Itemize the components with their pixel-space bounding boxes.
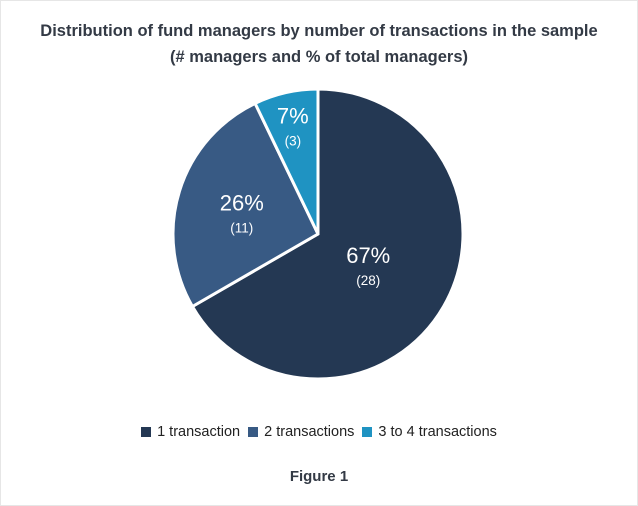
legend-swatch xyxy=(141,427,152,437)
pie-count-label: (11) xyxy=(230,220,253,235)
legend-swatch xyxy=(362,427,373,437)
pie-percent-label: 26% xyxy=(220,190,264,215)
pie-slice-1-transaction xyxy=(190,87,465,381)
legend-item-3-to-4-transactions: 3 to 4 transactions xyxy=(362,424,497,440)
pie-percent-label: 7% xyxy=(277,104,309,129)
chart-title-block: Distribution of fund managers by number … xyxy=(0,18,638,70)
legend-swatch xyxy=(248,427,259,437)
pie-slice-2-transactions xyxy=(171,101,320,308)
legend-label: 2 transactions xyxy=(264,424,355,440)
pie-count-label: (28) xyxy=(356,273,380,288)
chart-subtitle: (# managers and % of total managers) xyxy=(170,48,468,66)
pie-slice-3-to-4-transactions xyxy=(253,87,320,236)
pie-chart: 67% (28) 26% (11) 7% (3) xyxy=(171,87,465,381)
chart-legend: 1 transaction 2 transactions 3 to 4 tran… xyxy=(0,424,638,440)
legend-label: 1 transaction xyxy=(157,424,241,440)
pie-percent-label: 67% xyxy=(346,243,390,268)
legend-label: 3 to 4 transactions xyxy=(378,424,497,440)
pie-count-label: (3) xyxy=(285,134,302,149)
chart-title: Distribution of fund managers by number … xyxy=(40,22,598,40)
legend-item-2-transactions: 2 transactions xyxy=(248,424,354,440)
legend-item-1-transaction: 1 transaction xyxy=(141,424,240,440)
figure-caption: Figure 1 xyxy=(289,468,349,485)
